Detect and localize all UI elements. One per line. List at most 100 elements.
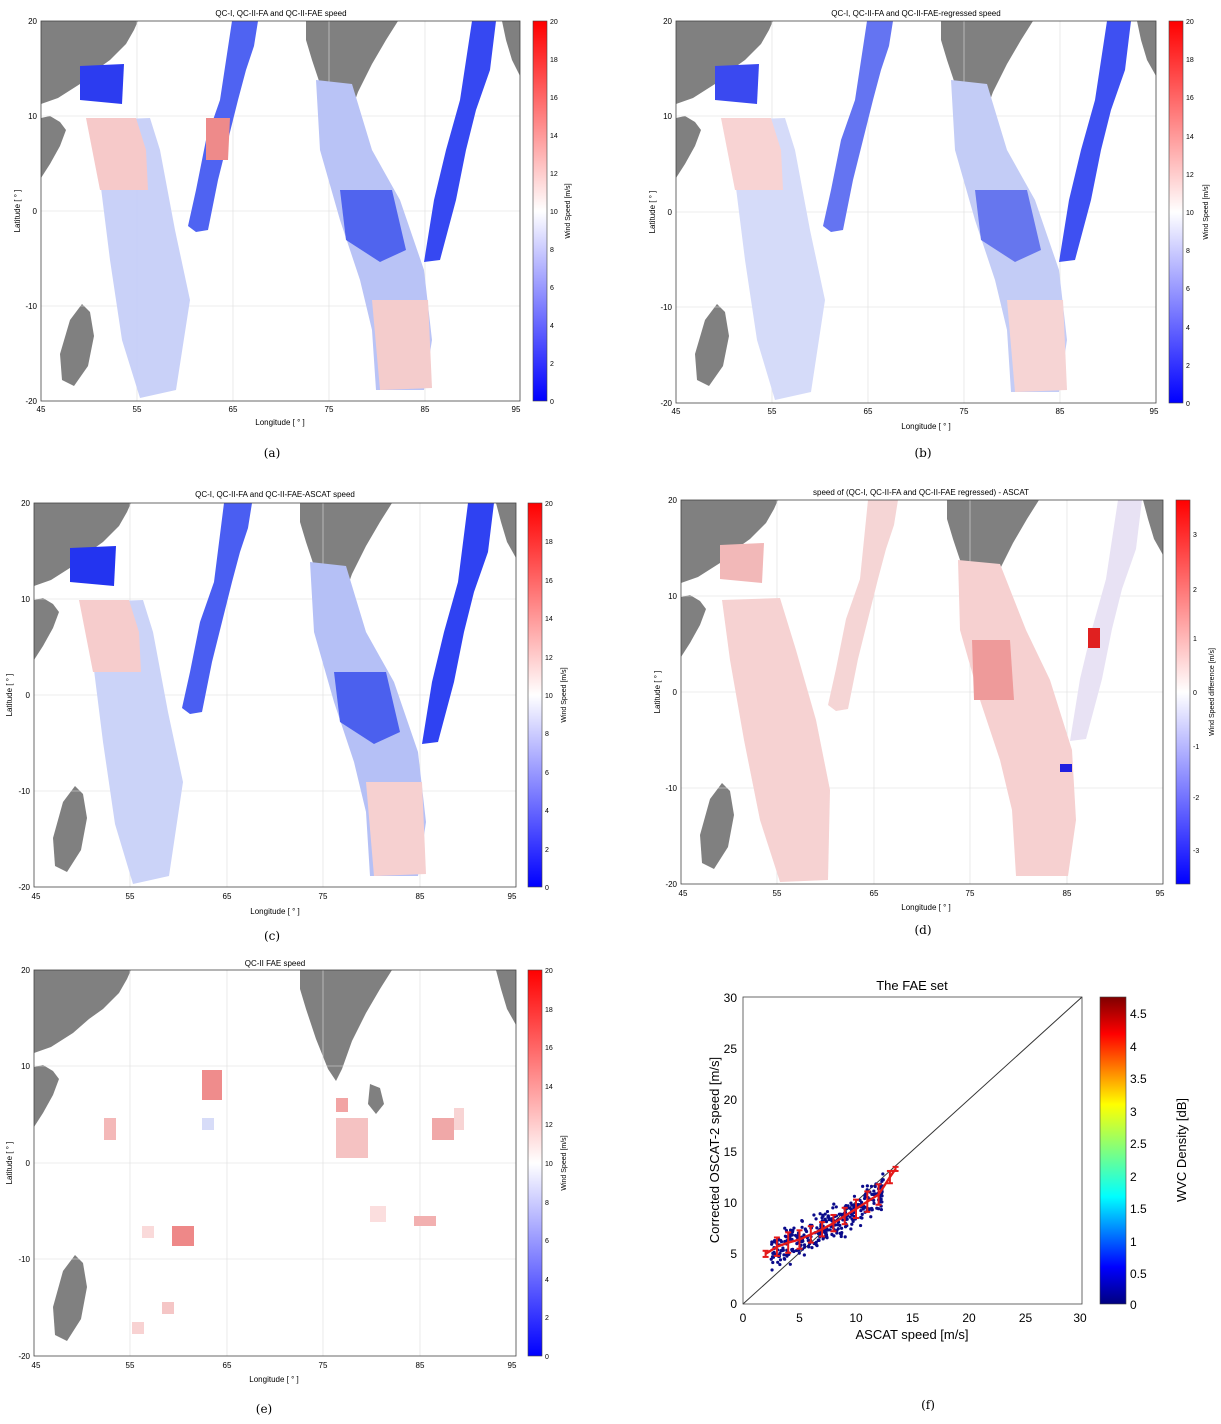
panel-e-land-srilanka	[368, 1084, 384, 1114]
panel-c-land-arabia	[34, 503, 131, 586]
y-tick-label: -20	[660, 399, 672, 408]
cbar-tick-label: 8	[1186, 248, 1190, 255]
cbar-tick-label: 14	[545, 1084, 553, 1091]
scatter-point	[816, 1238, 821, 1242]
cbar-tick-label: 18	[550, 57, 558, 64]
scatter-point	[804, 1229, 809, 1234]
cbar-tick-label: 4	[1186, 325, 1190, 332]
scatter-point	[856, 1203, 860, 1207]
scatter-point	[843, 1235, 847, 1239]
scatter-point	[802, 1233, 806, 1237]
cbar-tick-label: 10	[1186, 210, 1194, 217]
panel-d-cbar-ticks: 3 2 1 0 -1 -2 -3	[1193, 532, 1199, 855]
panel-e-cell	[202, 1070, 222, 1100]
scatter-point	[858, 1223, 863, 1228]
panel-d-hot-cell	[1088, 628, 1100, 648]
panel-c-swath-mid	[182, 503, 252, 714]
panel-f-ylabel: Corrected OSCAT-2 speed [m/s]	[707, 1057, 722, 1243]
panel-e-cell	[142, 1226, 154, 1238]
y-tick-label: -20	[25, 397, 37, 406]
cbar-tick-label: -3	[1193, 848, 1199, 855]
cbar-tick-label: 12	[545, 655, 553, 662]
panel-b-x-ticks: 45 55 65 75 85 95	[672, 407, 1159, 416]
panel-e-xlabel: Longitude [ ° ]	[249, 1375, 298, 1384]
panel-d: speed of (QC-I, QC-II-FA and QC-II-FAE r…	[653, 488, 1216, 937]
panel-f-y-ticks: 30 25 20 15 10 5 0	[724, 991, 738, 1311]
panel-b-frame	[675, 20, 1157, 404]
x-tick-label: 85	[416, 1361, 425, 1370]
scatter-point	[873, 1184, 877, 1189]
scatter-point	[778, 1258, 783, 1262]
x-tick-label: 85	[1063, 889, 1072, 898]
panel-b-ylabel: Latitude [ ° ]	[648, 191, 657, 234]
panel-a-x-ticks: 45 55 65 75 85 95	[37, 405, 521, 414]
y-tick-label: 0	[668, 208, 673, 217]
y-tick-label: 10	[724, 1196, 738, 1210]
panel-c-land-burma	[496, 503, 516, 558]
y-tick-label: 5	[730, 1247, 737, 1261]
scatter-point	[820, 1216, 824, 1220]
panel-a-swath-far-east	[424, 21, 496, 262]
cbar-tick-label: 4.5	[1130, 1007, 1147, 1021]
x-tick-label: 85	[421, 405, 430, 414]
scatter-point	[859, 1209, 863, 1213]
panel-d-swath-east-hot	[972, 640, 1014, 700]
panel-e: QC-II FAE speed	[5, 959, 568, 1416]
scatter-point	[784, 1228, 788, 1233]
panel-b-swath-northwest	[715, 64, 759, 104]
panel-c-map	[34, 503, 516, 887]
panel-f-cbar-ticks: 4.5 4 3.5 3 2.5 2 1.5 1 0.5 0	[1130, 1007, 1147, 1312]
x-tick-label: 5	[796, 1311, 803, 1325]
scatter-point	[777, 1237, 781, 1241]
scatter-point	[832, 1202, 836, 1206]
x-tick-label: 95	[512, 405, 521, 414]
panel-a-land-arabia	[41, 21, 138, 104]
panel-b-cbar-label: Wind Speed [m/s]	[1203, 184, 1210, 239]
panel-c-y-ticks: 20 10 0 -10 -20	[18, 499, 30, 892]
panel-b-land-arabia	[676, 21, 773, 104]
scatter-point	[872, 1189, 876, 1193]
scatter-point	[788, 1262, 792, 1266]
panel-e-land-africa	[34, 1065, 59, 1127]
panel-c-swath-east-south	[366, 782, 426, 876]
panel-a-land-burma	[502, 21, 520, 76]
panel-d-cold-cell	[1060, 764, 1072, 772]
panel-a-cbar-ticks: 20 18 16 14 12 10 8 6 4 2 0	[550, 19, 558, 406]
panel-c-swath-far-east	[422, 503, 494, 744]
panel-d-map	[681, 500, 1163, 884]
panel-b-xlabel: Longitude [ ° ]	[901, 422, 950, 431]
panel-d-swath-mid	[828, 500, 898, 711]
x-tick-label: 45	[32, 892, 41, 901]
x-tick-label: 75	[319, 892, 328, 901]
scatter-point	[848, 1206, 852, 1210]
scatter-point	[771, 1251, 775, 1255]
scatter-point	[840, 1213, 844, 1217]
scatter-point	[849, 1201, 853, 1205]
cbar-tick-label: -2	[1193, 795, 1199, 802]
y-tick-label: 20	[663, 17, 672, 26]
panel-f-xlabel: ASCAT speed [m/s]	[856, 1327, 969, 1342]
x-tick-label: 75	[325, 405, 334, 414]
cbar-tick-label: 16	[545, 1045, 553, 1052]
x-tick-label: 95	[1156, 889, 1165, 898]
panel-b-y-ticks: 20 10 0 -10 -20	[660, 17, 672, 408]
x-tick-label: 65	[229, 405, 238, 414]
scatter-point	[834, 1205, 838, 1209]
y-tick-label: 10	[668, 592, 677, 601]
x-tick-label: 25	[1019, 1311, 1033, 1325]
panel-a-swath-west-top	[86, 118, 148, 190]
panel-c-land-madagascar	[53, 786, 87, 872]
scatter-point	[782, 1253, 786, 1257]
x-tick-label: 20	[962, 1311, 976, 1325]
scatter-point	[825, 1236, 829, 1240]
scatter-point	[872, 1201, 876, 1205]
y-tick-label: 10	[663, 112, 672, 121]
scatter-point	[872, 1192, 876, 1197]
scatter-point	[879, 1207, 883, 1212]
cbar-tick-label: 3	[1193, 532, 1197, 539]
cbar-tick-label: 12	[545, 1122, 553, 1129]
panel-b-title: QC-I, QC-II-FA and QC-II-FAE-regressed s…	[831, 9, 1000, 18]
panel-a-swath-mid-hot	[206, 118, 230, 160]
x-tick-label: 45	[672, 407, 681, 416]
x-tick-label: 85	[1056, 407, 1065, 416]
